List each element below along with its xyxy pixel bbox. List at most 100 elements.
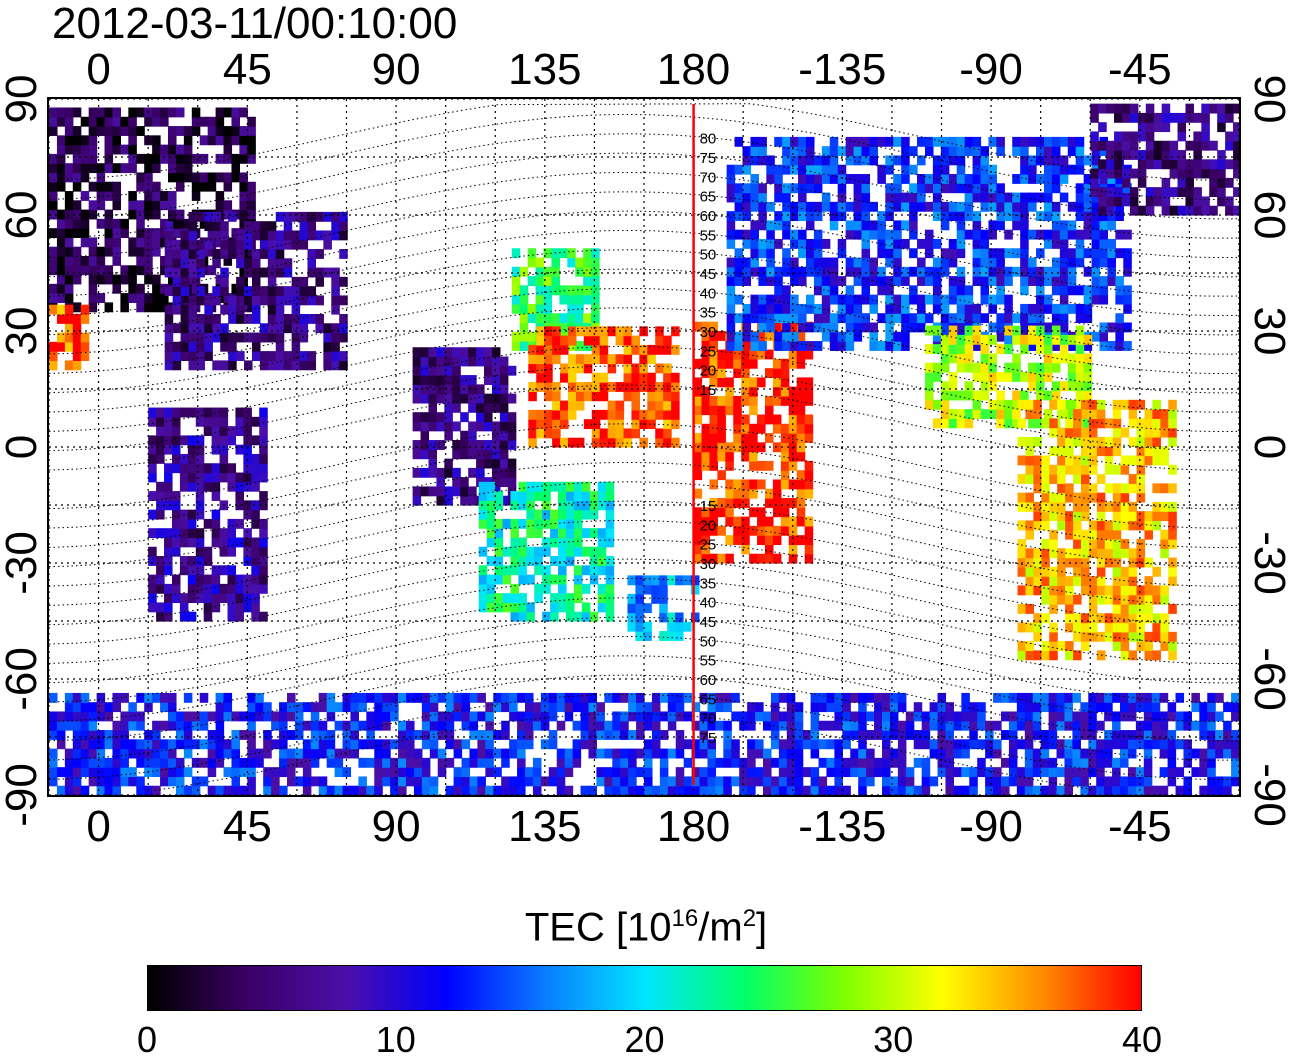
tec-cell bbox=[972, 192, 982, 203]
tec-cell bbox=[636, 702, 645, 713]
tec-cell bbox=[786, 711, 796, 722]
tec-cell bbox=[339, 211, 348, 222]
tec-cell bbox=[701, 516, 711, 527]
tec-cell bbox=[156, 491, 165, 501]
tec-cell bbox=[215, 757, 225, 768]
tec-cell bbox=[236, 313, 245, 324]
tec-cell bbox=[1207, 711, 1216, 722]
tec-cell bbox=[468, 495, 477, 506]
tec-cell bbox=[821, 174, 831, 184]
tec-cell bbox=[207, 739, 217, 750]
tec-cell bbox=[644, 702, 653, 713]
tec-cell bbox=[1008, 711, 1018, 722]
tec-cell bbox=[1098, 159, 1107, 170]
tec-cell bbox=[733, 516, 742, 527]
tec-cell bbox=[1135, 720, 1145, 731]
tec-cell bbox=[1065, 622, 1074, 633]
tec-cell bbox=[203, 416, 213, 427]
tec-cell bbox=[494, 602, 504, 613]
tec-cell bbox=[307, 295, 317, 306]
tec-cell bbox=[667, 612, 676, 623]
tec-cell bbox=[905, 720, 915, 731]
tec-cell bbox=[1049, 529, 1058, 540]
tec-cell bbox=[220, 249, 229, 259]
tec-cell bbox=[291, 341, 301, 352]
tec-cell bbox=[220, 323, 229, 334]
tec-cell bbox=[413, 785, 423, 795]
tec-cell bbox=[1168, 576, 1177, 587]
tec-cell bbox=[644, 767, 653, 778]
tec-cell bbox=[310, 702, 320, 713]
tec-cell bbox=[469, 720, 478, 731]
tec-cell bbox=[436, 486, 445, 497]
tec-cell bbox=[267, 286, 277, 297]
tec-cell bbox=[567, 335, 577, 346]
tec-cell bbox=[1104, 730, 1113, 740]
tec-cell bbox=[72, 200, 82, 211]
tec-cell bbox=[1080, 529, 1090, 540]
tec-cell bbox=[1083, 390, 1093, 401]
tec-cell bbox=[956, 248, 966, 259]
tec-cell bbox=[1112, 711, 1121, 722]
tec-cell bbox=[80, 255, 90, 266]
tec-cell bbox=[623, 344, 633, 355]
tec-cell bbox=[428, 347, 438, 358]
tec-cell bbox=[1112, 613, 1122, 624]
tec-cell bbox=[171, 518, 181, 529]
tec-cell bbox=[1057, 501, 1066, 512]
tec-cell bbox=[88, 720, 98, 731]
tec-cell bbox=[542, 574, 551, 585]
tec-cell bbox=[183, 720, 193, 731]
tec-cell bbox=[861, 183, 871, 194]
tec-cell bbox=[231, 739, 240, 750]
tec-cell bbox=[80, 702, 90, 713]
tec-cell bbox=[243, 453, 252, 464]
tec-cell bbox=[1104, 464, 1114, 475]
tec-cell bbox=[988, 276, 997, 286]
tec-cell bbox=[552, 419, 561, 430]
tec-cell bbox=[302, 785, 312, 795]
tec-cell bbox=[49, 116, 58, 127]
tec-cell bbox=[499, 384, 509, 395]
tec-cell bbox=[874, 711, 883, 722]
tec-cell bbox=[937, 730, 947, 740]
tec-cell bbox=[636, 720, 645, 731]
tec-cell bbox=[112, 163, 121, 174]
tec-cell bbox=[1067, 257, 1077, 268]
tec-cell bbox=[436, 375, 445, 385]
tec-cell bbox=[1169, 150, 1179, 160]
tec-cell bbox=[940, 294, 950, 305]
tec-cell bbox=[1114, 131, 1123, 142]
tec-cell bbox=[1136, 446, 1146, 457]
tec-cell bbox=[1107, 220, 1116, 231]
tec-cell bbox=[204, 351, 213, 361]
tec-cell bbox=[733, 349, 742, 360]
tec-cell bbox=[589, 556, 599, 566]
tec-cell bbox=[56, 116, 66, 127]
tec-cell bbox=[1075, 192, 1085, 203]
tec-cell bbox=[56, 265, 66, 276]
tec-cell bbox=[1121, 112, 1131, 123]
tec-cell bbox=[693, 535, 703, 546]
tec-cell bbox=[635, 612, 644, 623]
tec-cell bbox=[1080, 511, 1090, 522]
tec-cell bbox=[476, 393, 485, 404]
tec-cell bbox=[1191, 702, 1200, 713]
tec-cell bbox=[778, 757, 788, 768]
tec-cell bbox=[1088, 730, 1097, 740]
tec-cell bbox=[494, 593, 504, 604]
tec-cell bbox=[782, 294, 791, 305]
tec-cell bbox=[1051, 334, 1061, 345]
tec-cell bbox=[112, 126, 121, 136]
tec-cell bbox=[667, 720, 677, 731]
tec-cell bbox=[693, 507, 703, 518]
tec-cell bbox=[996, 136, 1005, 147]
tec-cell bbox=[796, 358, 806, 369]
tec-cell bbox=[893, 229, 902, 240]
tec-cell bbox=[747, 711, 756, 722]
tec-cell bbox=[164, 221, 174, 232]
tec-cell bbox=[339, 249, 348, 259]
tec-cell bbox=[889, 720, 899, 731]
tec-cell bbox=[659, 612, 668, 623]
tec-cell bbox=[1143, 730, 1153, 740]
